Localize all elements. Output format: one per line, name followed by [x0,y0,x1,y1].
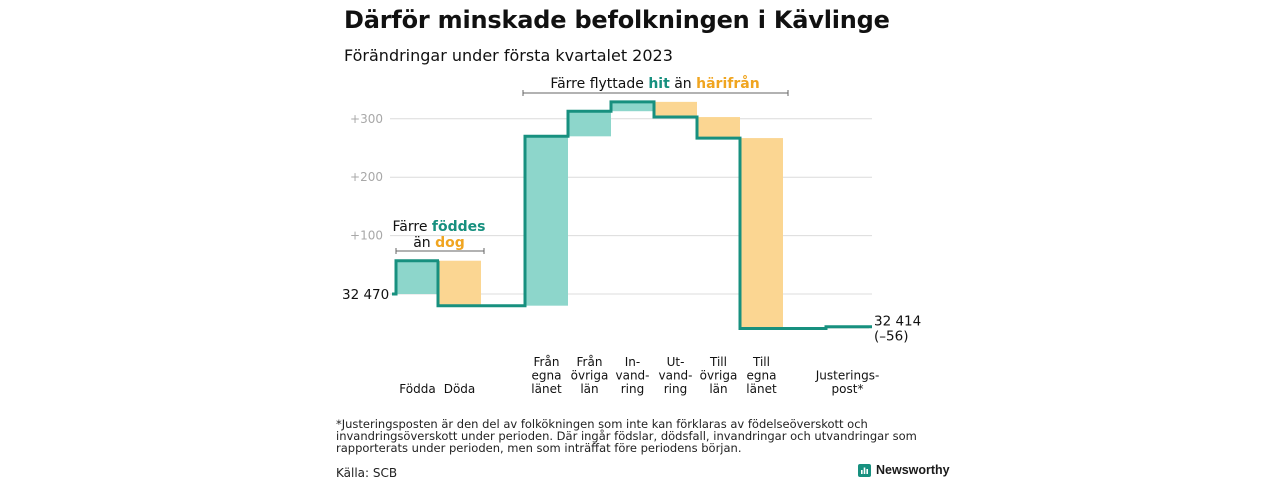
category-label: Födda [399,382,435,396]
category-label: Från [534,355,560,369]
end-change-label: (–56) [874,329,908,345]
bar-8 [740,138,783,329]
annotation-text: än [670,76,696,92]
cumulative-step-line [392,100,872,330]
y-tick-label: +300 [350,112,383,126]
start-value-label: 32 470 [342,287,389,303]
category-label: In- [625,355,640,369]
category-label: Från [577,355,603,369]
category-label: Ut- [667,355,685,369]
category-label: Till [709,355,727,369]
bar-6 [654,101,697,118]
category-label: länet [746,382,777,396]
end-value-label: 32 414 [874,314,921,330]
bar-3 [525,136,568,306]
source-label: Källa: SCB [336,466,398,480]
bar-4 [568,111,611,137]
annotation-text: än [413,235,435,251]
brand: Newsworthy [858,463,950,477]
annotation-text: Färre [393,219,432,235]
category-label: post* [832,382,864,396]
annotation-word-teal: hit [648,76,670,92]
bar-7 [697,117,740,139]
category-label: vand- [615,369,649,383]
chart-container: Därför minskade befolkningen i Kävlinge … [336,0,950,480]
category-label: Till [752,355,770,369]
category-label: egna [747,369,777,383]
brand-name: Newsworthy [876,463,950,477]
annotation-births-line1: Färre föddes [393,219,486,235]
annotation-text: Färre flyttade [550,76,648,92]
bar-1 [396,260,439,294]
category-label: egna [532,369,562,383]
y-tick-label: +100 [350,229,383,243]
annotation-migration: Färre flyttade hit än härifrån [550,75,759,92]
category-label: län [709,382,727,396]
waterfall-chart: +100 +200 +300 32 470 32 414(–56) Födda Döda Fr… [342,75,921,396]
chart-title: Därför minskade befolkningen i Kävlinge [344,6,890,34]
chart-subtitle: Förändringar under första kvartalet 2023 [344,46,673,65]
category-label: länet [531,382,562,396]
y-tick-label: +200 [350,170,383,184]
category-label: övriga [700,369,738,383]
category-label: ring [664,382,688,396]
annotation-word-teal: föddes [432,219,486,235]
annotation-word-orange: härifrån [696,75,760,92]
category-label: övriga [571,369,609,383]
category-label: län [580,382,598,396]
bar-2 [438,260,481,306]
annotation-births-line2: än dog [413,235,465,251]
annotation-word-orange: dog [435,235,465,251]
category-label: Justerings- [815,369,880,383]
bar-chart-logo-icon [858,463,871,477]
category-label: ring [621,382,645,396]
category-label: Döda [444,382,476,396]
footnote: *Justeringsposten är den del av folkökni… [336,417,917,455]
bar-5 [611,101,654,112]
category-label: vand- [658,369,692,383]
